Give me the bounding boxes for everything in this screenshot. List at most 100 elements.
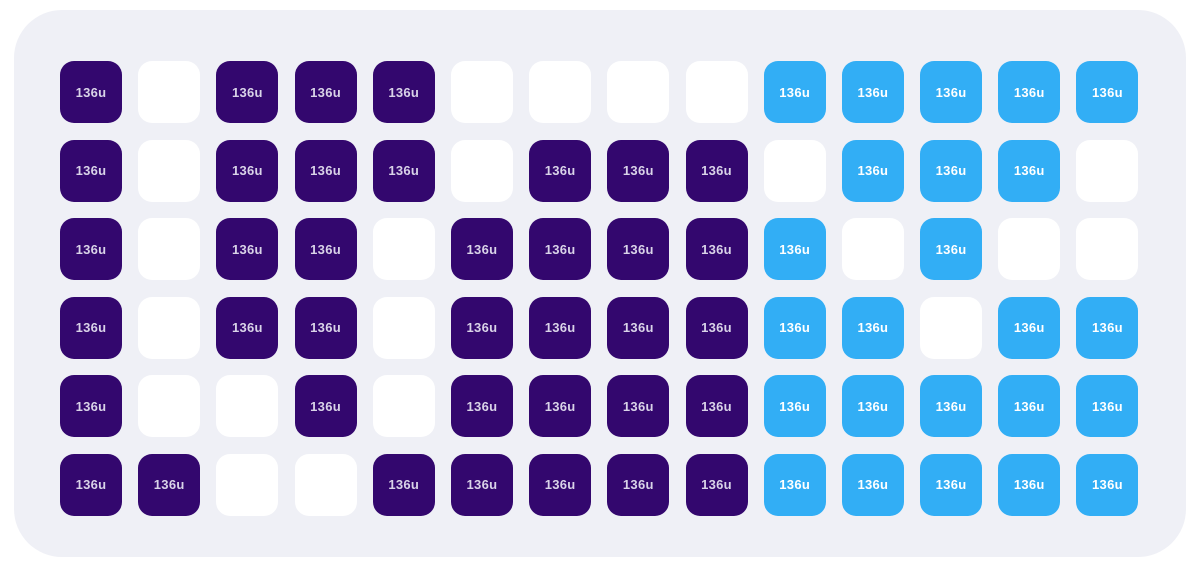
tile-label: 136u	[1092, 84, 1123, 100]
grid-tile[interactable]: 136u	[607, 218, 670, 281]
grid-tile[interactable]: 136u	[1076, 375, 1139, 438]
grid-tile[interactable]	[372, 218, 435, 281]
grid-tile[interactable]: 136u	[529, 375, 592, 438]
grid-tile[interactable]: 136u	[1076, 296, 1139, 359]
grid-tile[interactable]: 136u	[763, 375, 826, 438]
grid-tile[interactable]: 136u	[450, 375, 513, 438]
grid-tile[interactable]: 136u	[685, 139, 748, 202]
grid-tile[interactable]	[138, 375, 201, 438]
grid-tile[interactable]: 136u	[60, 453, 122, 516]
grid-tile[interactable]: 136u	[60, 218, 122, 281]
grid-tile[interactable]	[998, 218, 1061, 281]
tile-label: 136u	[1092, 477, 1123, 493]
grid-tile[interactable]: 136u	[685, 218, 748, 281]
grid-tile[interactable]	[138, 296, 201, 359]
grid-tile[interactable]	[450, 61, 513, 123]
grid-tile[interactable]: 136u	[841, 453, 904, 516]
grid-tile[interactable]: 136u	[1076, 61, 1139, 123]
grid-tile[interactable]: 136u	[763, 218, 826, 281]
grid-tile[interactable]: 136u	[216, 139, 279, 202]
grid-tile[interactable]	[763, 139, 826, 202]
grid-tile[interactable]: 136u	[685, 453, 748, 516]
grid-tile[interactable]: 136u	[294, 61, 357, 123]
tile-label: 136u	[779, 320, 811, 336]
grid-tile[interactable]	[607, 61, 670, 123]
grid-tile[interactable]: 136u	[920, 453, 983, 516]
tile-label: 136u	[466, 320, 498, 336]
grid-tile[interactable]: 136u	[841, 61, 904, 123]
grid-tile[interactable]: 136u	[60, 296, 122, 359]
grid-tile[interactable]	[216, 453, 279, 516]
grid-tile[interactable]: 136u	[920, 61, 983, 123]
grid-tile[interactable]	[138, 61, 201, 123]
grid-tile[interactable]: 136u	[920, 375, 983, 438]
grid-tile[interactable]	[841, 218, 904, 281]
grid-tile[interactable]: 136u	[607, 139, 670, 202]
grid-tile[interactable]: 136u	[294, 296, 357, 359]
tile-label: 136u	[310, 241, 341, 257]
grid-tile[interactable]: 136u	[529, 296, 592, 359]
tile-label: 136u	[310, 163, 341, 179]
grid-tile[interactable]	[450, 139, 513, 202]
grid-tile[interactable]: 136u	[294, 375, 357, 438]
grid-tile[interactable]	[372, 375, 435, 438]
grid-tile[interactable]: 136u	[607, 296, 670, 359]
grid-tile[interactable]: 136u	[529, 453, 592, 516]
grid-tile[interactable]: 136u	[763, 296, 826, 359]
grid-tile[interactable]: 136u	[685, 296, 748, 359]
grid-tile[interactable]: 136u	[998, 61, 1061, 123]
tile-label: 136u	[622, 163, 654, 179]
grid-tile[interactable]: 136u	[372, 453, 435, 516]
grid-tile[interactable]: 136u	[450, 453, 513, 516]
tile-label: 136u	[153, 477, 185, 493]
grid-tile[interactable]: 136u	[216, 296, 279, 359]
grid-tile[interactable]: 136u	[529, 139, 592, 202]
grid-tile[interactable]: 136u	[998, 375, 1061, 438]
grid-tile[interactable]: 136u	[607, 453, 670, 516]
grid-tile[interactable]: 136u	[216, 218, 279, 281]
tile-label: 136u	[701, 320, 732, 336]
grid-tile[interactable]: 136u	[60, 139, 122, 202]
grid-tile[interactable]: 136u	[685, 375, 748, 438]
grid-tile[interactable]: 136u	[1076, 453, 1139, 516]
grid-tile[interactable]	[685, 61, 748, 123]
grid-tile[interactable]: 136u	[763, 453, 826, 516]
grid-tile[interactable]: 136u	[450, 218, 513, 281]
grid-tile[interactable]	[138, 139, 201, 202]
grid-tile[interactable]	[920, 296, 983, 359]
grid-tile[interactable]: 136u	[216, 61, 279, 123]
tile-label: 136u	[857, 84, 889, 100]
grid-tile[interactable]: 136u	[998, 453, 1061, 516]
grid-tile[interactable]: 136u	[60, 61, 122, 123]
tile-label: 136u	[1013, 398, 1045, 414]
grid-tile[interactable]: 136u	[60, 375, 122, 438]
grid-tile[interactable]: 136u	[998, 139, 1061, 202]
grid-tile[interactable]	[216, 375, 279, 438]
grid-tile[interactable]: 136u	[998, 296, 1061, 359]
grid-tile[interactable]	[529, 61, 592, 123]
grid-tile[interactable]: 136u	[294, 218, 357, 281]
tile-label: 136u	[466, 398, 498, 414]
grid-tile[interactable]	[372, 296, 435, 359]
grid-tile[interactable]: 136u	[294, 139, 357, 202]
grid-tile[interactable]: 136u	[138, 453, 201, 516]
grid-tile[interactable]	[1076, 139, 1139, 202]
tile-label: 136u	[935, 398, 967, 414]
tile-label: 136u	[1013, 320, 1045, 336]
grid-tile[interactable]	[1076, 218, 1139, 281]
grid-tile[interactable]: 136u	[372, 61, 435, 123]
grid-tile[interactable]: 136u	[763, 61, 826, 123]
grid-tile[interactable]: 136u	[841, 139, 904, 202]
grid-tile[interactable]: 136u	[920, 139, 983, 202]
tile-label: 136u	[388, 84, 420, 100]
grid-tile[interactable]: 136u	[450, 296, 513, 359]
grid-tile[interactable]: 136u	[607, 375, 670, 438]
grid-tile[interactable]: 136u	[841, 296, 904, 359]
grid-tile[interactable]: 136u	[372, 139, 435, 202]
grid-tile[interactable]	[294, 453, 357, 516]
grid-tile[interactable]	[138, 218, 201, 281]
grid-tile[interactable]: 136u	[529, 218, 592, 281]
grid-tile[interactable]: 136u	[841, 375, 904, 438]
tile-label: 136u	[622, 241, 654, 257]
grid-tile[interactable]: 136u	[920, 218, 983, 281]
